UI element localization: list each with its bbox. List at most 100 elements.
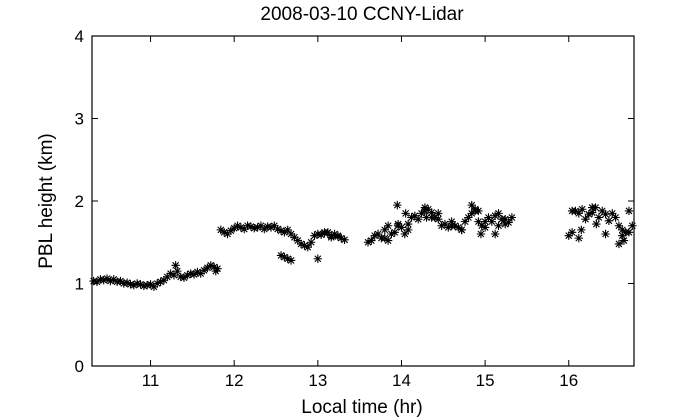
- data-point: [477, 221, 486, 230]
- data-point: [290, 233, 299, 242]
- data-point: [327, 233, 336, 242]
- data-point: [594, 213, 604, 222]
- data-point: [143, 280, 152, 290]
- data-point: [581, 214, 590, 224]
- data-point: [567, 206, 577, 216]
- data-point: [313, 254, 323, 263]
- data-point: [223, 229, 232, 239]
- data-point: [480, 223, 490, 232]
- data-point: [293, 236, 302, 245]
- data-point: [270, 221, 279, 230]
- data-point: [203, 263, 212, 273]
- data-point: [280, 252, 289, 262]
- data-point: [604, 216, 614, 225]
- x-tick-label: 16: [559, 371, 578, 390]
- data-point: [363, 238, 373, 247]
- data-point: [229, 224, 239, 233]
- data-point: [440, 219, 450, 229]
- data-point: [574, 233, 583, 243]
- data-point: [253, 223, 262, 232]
- data-point: [112, 277, 122, 287]
- data-point: [601, 210, 610, 219]
- data-point: [628, 221, 637, 230]
- data-point: [494, 209, 503, 218]
- data-point: [454, 223, 463, 232]
- data-point: [619, 236, 629, 245]
- data-point: [296, 239, 306, 249]
- data-point: [216, 225, 226, 235]
- data-point: [132, 279, 142, 288]
- data-point: [337, 233, 346, 243]
- data-point: [614, 221, 624, 230]
- y-tick-label: 3: [75, 110, 84, 129]
- data-point: [266, 223, 276, 232]
- data-point: [474, 206, 483, 216]
- data-point: [189, 270, 199, 279]
- data-point: [122, 278, 132, 287]
- data-point: [286, 229, 296, 239]
- data-point: [313, 229, 323, 239]
- chart-title: 2008-03-10 CCNY-Lidar: [260, 4, 464, 25]
- data-point: [169, 271, 179, 280]
- data-point: [283, 254, 292, 263]
- data-point: [444, 223, 453, 232]
- data-point: [306, 238, 316, 247]
- data-point: [173, 266, 182, 276]
- data-point: [383, 236, 393, 245]
- data-point: [403, 219, 413, 229]
- data-point: [397, 223, 406, 232]
- data-point: [410, 211, 420, 221]
- data-point: [330, 229, 339, 239]
- data-point: [159, 276, 169, 285]
- data-point: [126, 280, 135, 289]
- data-point: [484, 213, 493, 222]
- data-point: [487, 217, 497, 226]
- data-point: [460, 217, 470, 226]
- data-point: [139, 281, 149, 291]
- data-point: [367, 236, 376, 245]
- data-point: [601, 229, 610, 239]
- data-point: [564, 231, 573, 240]
- data-point: [179, 273, 189, 282]
- data-point: [401, 209, 410, 218]
- data-point: [316, 230, 326, 240]
- data-point: [500, 219, 510, 229]
- data-point: [403, 225, 413, 235]
- data-point: [427, 213, 436, 222]
- data-point: [490, 211, 500, 221]
- data-point: [171, 261, 180, 270]
- data-point: [504, 218, 513, 227]
- data-point: [320, 228, 329, 237]
- data-point: [500, 214, 510, 224]
- data-point: [447, 221, 456, 230]
- data-point: [494, 221, 503, 230]
- data-point: [592, 219, 601, 229]
- data-point: [89, 276, 98, 286]
- data-point: [577, 205, 587, 214]
- data-point: [414, 214, 423, 224]
- data-point: [574, 209, 583, 218]
- y-tick-label: 4: [75, 27, 84, 46]
- data-point: [611, 213, 620, 222]
- data-point: [370, 231, 379, 240]
- data-point: [199, 266, 209, 275]
- data-point: [219, 228, 229, 237]
- data-point: [427, 208, 436, 217]
- data-points: [89, 200, 637, 291]
- data-point: [149, 282, 159, 291]
- data-point: [256, 221, 266, 230]
- data-point: [476, 229, 486, 239]
- data-point: [474, 217, 483, 226]
- data-point: [587, 208, 597, 217]
- data-point: [211, 266, 220, 276]
- x-tick-label: 12: [225, 371, 244, 390]
- y-tick-label: 0: [75, 357, 84, 376]
- x-tick-label: 13: [308, 371, 327, 390]
- data-point: [280, 228, 289, 237]
- data-point: [250, 224, 259, 233]
- data-point: [470, 205, 480, 214]
- data-point: [407, 213, 416, 222]
- data-point: [243, 221, 252, 230]
- data-point: [213, 264, 222, 273]
